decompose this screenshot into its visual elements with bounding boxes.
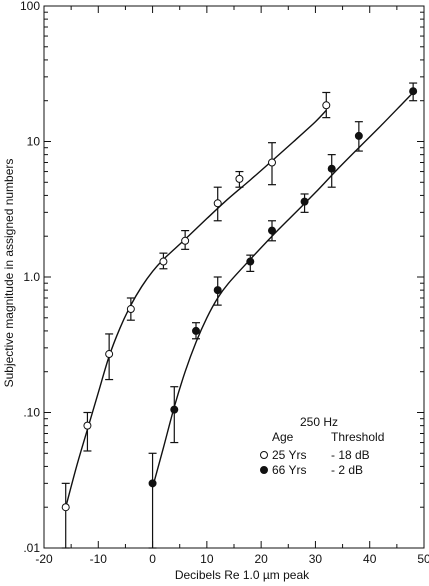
y-tick-label: 100 xyxy=(20,0,40,13)
fit-curves xyxy=(65,91,414,508)
data-point-filled xyxy=(192,326,200,335)
y-axis: .01 .10 1.0 10 100 xyxy=(20,0,424,555)
data-point-filled xyxy=(354,131,363,140)
y-tick-label: .01 xyxy=(23,541,40,555)
legend-age-header: Age xyxy=(272,430,294,444)
x-tick-label: 30 xyxy=(309,552,323,566)
data-point-filled xyxy=(300,197,309,206)
x-tick-label: -10 xyxy=(90,552,108,566)
legend-filled-circle-marker xyxy=(260,466,268,474)
x-tick-label: -20 xyxy=(35,552,53,566)
x-tick-label: 0 xyxy=(149,552,156,566)
data-point-filled xyxy=(268,226,276,235)
data-point-open xyxy=(268,158,276,167)
data-point-filled xyxy=(246,257,255,266)
data-point-open xyxy=(126,305,135,314)
x-axis-title: Decibels Re 1.0 µm peak xyxy=(175,568,310,582)
data-point-filled xyxy=(213,286,222,295)
legend-threshold-header: Threshold xyxy=(331,430,384,444)
data-point-open xyxy=(83,421,92,430)
data-point-filled xyxy=(170,405,179,414)
x-tick-label: 40 xyxy=(363,552,377,566)
data-point-open xyxy=(213,199,222,208)
legend: 250 Hz Age Threshold 25 Yrs - 18 dB 66 Y… xyxy=(260,415,384,477)
legend-threshold-66: - 2 dB xyxy=(331,463,363,477)
data-point-filled xyxy=(148,479,157,488)
data-point-open xyxy=(235,174,244,183)
y-axis-title: Subjective magnitude in assigned numbers xyxy=(2,159,16,388)
x-tick-label: 20 xyxy=(254,552,268,566)
data-point-open xyxy=(159,257,168,266)
legend-title: 250 Hz xyxy=(300,415,338,429)
y-tick-label: .10 xyxy=(23,406,40,420)
data-point-open xyxy=(61,503,70,512)
legend-open-circle-marker xyxy=(260,451,268,459)
data-point-open xyxy=(322,101,331,110)
y-tick-label: 10 xyxy=(27,135,41,149)
data-points xyxy=(61,82,418,549)
data-point-filled xyxy=(327,164,336,173)
data-point-open xyxy=(105,350,114,359)
y-tick-label: 1.0 xyxy=(23,270,40,284)
x-axis: -20 -10 0 10 20 30 40 50 xyxy=(35,6,429,566)
x-tick-label: 10 xyxy=(200,552,214,566)
data-point-open xyxy=(181,236,190,245)
x-tick-label: 50 xyxy=(417,552,429,566)
legend-threshold-25: - 18 dB xyxy=(331,448,370,462)
legend-age-66: 66 Yrs xyxy=(272,463,306,477)
legend-age-25: 25 Yrs xyxy=(272,448,306,462)
data-point-filled xyxy=(409,87,418,96)
